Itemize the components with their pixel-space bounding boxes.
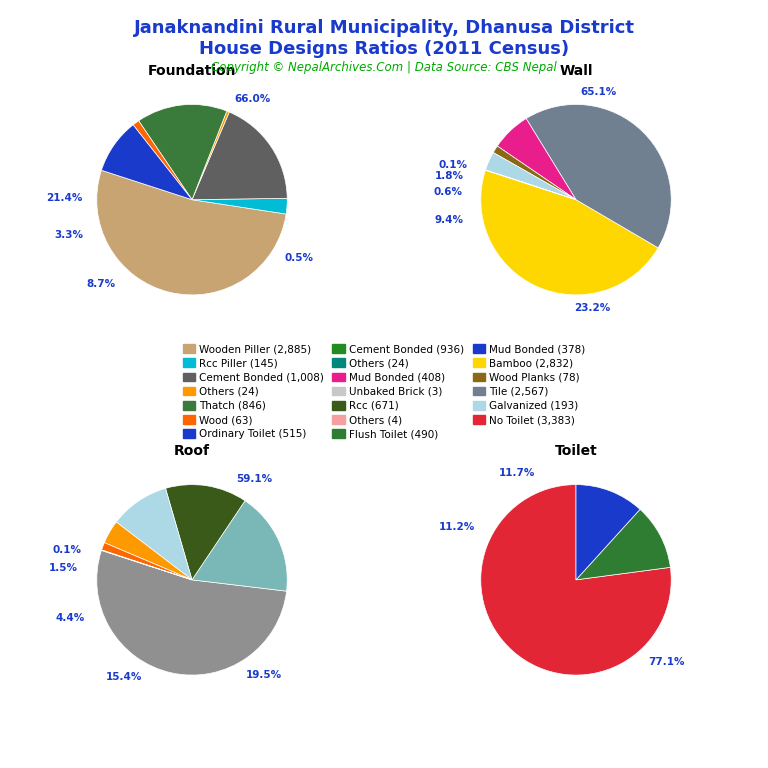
Text: 0.6%: 0.6% [433, 187, 462, 197]
Wedge shape [481, 485, 671, 675]
Wedge shape [139, 104, 227, 200]
Text: 11.7%: 11.7% [498, 468, 535, 478]
Wedge shape [101, 543, 192, 580]
Wedge shape [101, 550, 192, 580]
Text: 1.8%: 1.8% [435, 170, 464, 180]
Text: 4.4%: 4.4% [55, 613, 84, 623]
Wedge shape [166, 485, 245, 580]
Text: House Designs Ratios (2011 Census): House Designs Ratios (2011 Census) [199, 40, 569, 58]
Text: 15.4%: 15.4% [106, 672, 142, 682]
Wedge shape [576, 485, 640, 580]
Text: 77.1%: 77.1% [648, 657, 685, 667]
Text: 0.5%: 0.5% [285, 253, 314, 263]
Text: Copyright © NepalArchives.Com | Data Source: CBS Nepal: Copyright © NepalArchives.Com | Data Sou… [211, 61, 557, 74]
Title: Wall: Wall [559, 64, 593, 78]
Wedge shape [97, 551, 286, 675]
Text: 65.1%: 65.1% [581, 88, 617, 98]
Title: Roof: Roof [174, 444, 210, 458]
Wedge shape [192, 111, 229, 200]
Text: 23.2%: 23.2% [574, 303, 610, 313]
Text: 66.0%: 66.0% [234, 94, 270, 104]
Wedge shape [192, 112, 287, 200]
Wedge shape [192, 501, 287, 591]
Wedge shape [116, 488, 192, 580]
Text: 0.1%: 0.1% [53, 545, 82, 554]
Wedge shape [576, 509, 670, 580]
Text: 19.5%: 19.5% [246, 670, 282, 680]
Text: Janaknandini Rural Municipality, Dhanusa District: Janaknandini Rural Municipality, Dhanusa… [134, 19, 634, 37]
Wedge shape [192, 198, 287, 214]
Text: 3.3%: 3.3% [55, 230, 83, 240]
Wedge shape [526, 104, 671, 248]
Legend: Wooden Piller (2,885), Rcc Piller (145), Cement Bonded (1,008), Others (24), Tha: Wooden Piller (2,885), Rcc Piller (145),… [180, 342, 588, 442]
Text: 1.5%: 1.5% [49, 563, 78, 573]
Wedge shape [101, 125, 192, 200]
Text: 21.4%: 21.4% [46, 193, 82, 203]
Wedge shape [104, 522, 192, 580]
Text: 8.7%: 8.7% [86, 280, 115, 290]
Wedge shape [498, 118, 576, 200]
Title: Toilet: Toilet [554, 444, 598, 458]
Wedge shape [485, 153, 576, 200]
Wedge shape [481, 170, 658, 295]
Text: 9.4%: 9.4% [435, 215, 464, 225]
Wedge shape [493, 146, 576, 200]
Wedge shape [485, 170, 576, 200]
Wedge shape [97, 170, 286, 295]
Wedge shape [133, 121, 192, 200]
Title: Foundation: Foundation [147, 64, 237, 78]
Text: 11.2%: 11.2% [439, 521, 475, 531]
Text: 0.1%: 0.1% [439, 160, 467, 170]
Text: 59.1%: 59.1% [236, 475, 272, 485]
